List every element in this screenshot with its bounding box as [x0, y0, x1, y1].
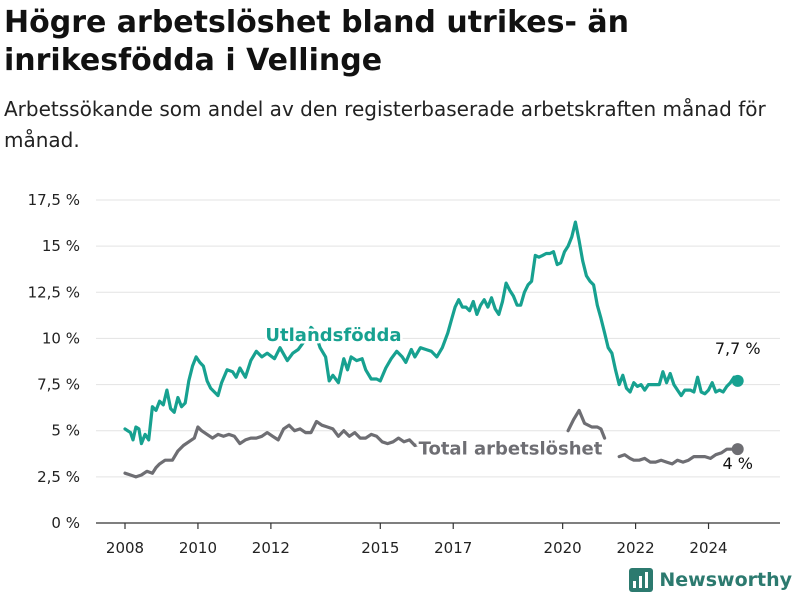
total-arbetsloshet-label: Total arbetslöshet	[419, 439, 603, 460]
chart-title: Högre arbetslöshet bland utrikes- än inr…	[4, 5, 629, 78]
total-arbetsloshet-line	[123, 419, 430, 479]
newsworthy-chart-icon	[629, 568, 654, 592]
y-tick-label: 12,5 %	[28, 283, 80, 301]
x-tick-label: 2015	[361, 539, 399, 557]
x-tick-label: 2008	[106, 539, 144, 557]
total-end-label: 4 %	[722, 454, 752, 473]
y-tick-label: 2,5 %	[37, 468, 80, 486]
utlandsfodda-end-label: 7,7 %	[715, 339, 761, 358]
x-tick-label: 2010	[179, 539, 217, 557]
utlandsfodda-line	[123, 220, 740, 446]
brand-name: Newsworthy	[659, 569, 792, 591]
y-tick-label: 15 %	[42, 237, 80, 255]
total-end-marker	[731, 443, 744, 456]
y-tick-label: 7,5 %	[37, 376, 80, 394]
y-tick-label: 5 %	[51, 422, 80, 440]
y-tick-label: 17,5 %	[28, 191, 80, 209]
utlandsfodda-end-marker	[731, 374, 744, 387]
y-tick-label: 0 %	[51, 514, 80, 532]
x-tick-label: 2012	[252, 539, 290, 557]
newsworthy-logo: Newsworthy	[629, 568, 792, 592]
x-tick-label: 2017	[434, 539, 472, 557]
x-tick-label: 2022	[616, 539, 654, 557]
chart-subtitle: Arbetssökande som andel av den registerb…	[4, 97, 766, 152]
y-tick-label: 10 %	[42, 329, 80, 347]
utlandsfodda-label: Utlandsfödda	[265, 325, 401, 346]
total-arbetsloshet-line	[566, 408, 607, 440]
x-tick-label: 2020	[544, 539, 582, 557]
total-arbetsloshet-line	[617, 447, 740, 466]
x-tick-label: 2024	[689, 539, 727, 557]
